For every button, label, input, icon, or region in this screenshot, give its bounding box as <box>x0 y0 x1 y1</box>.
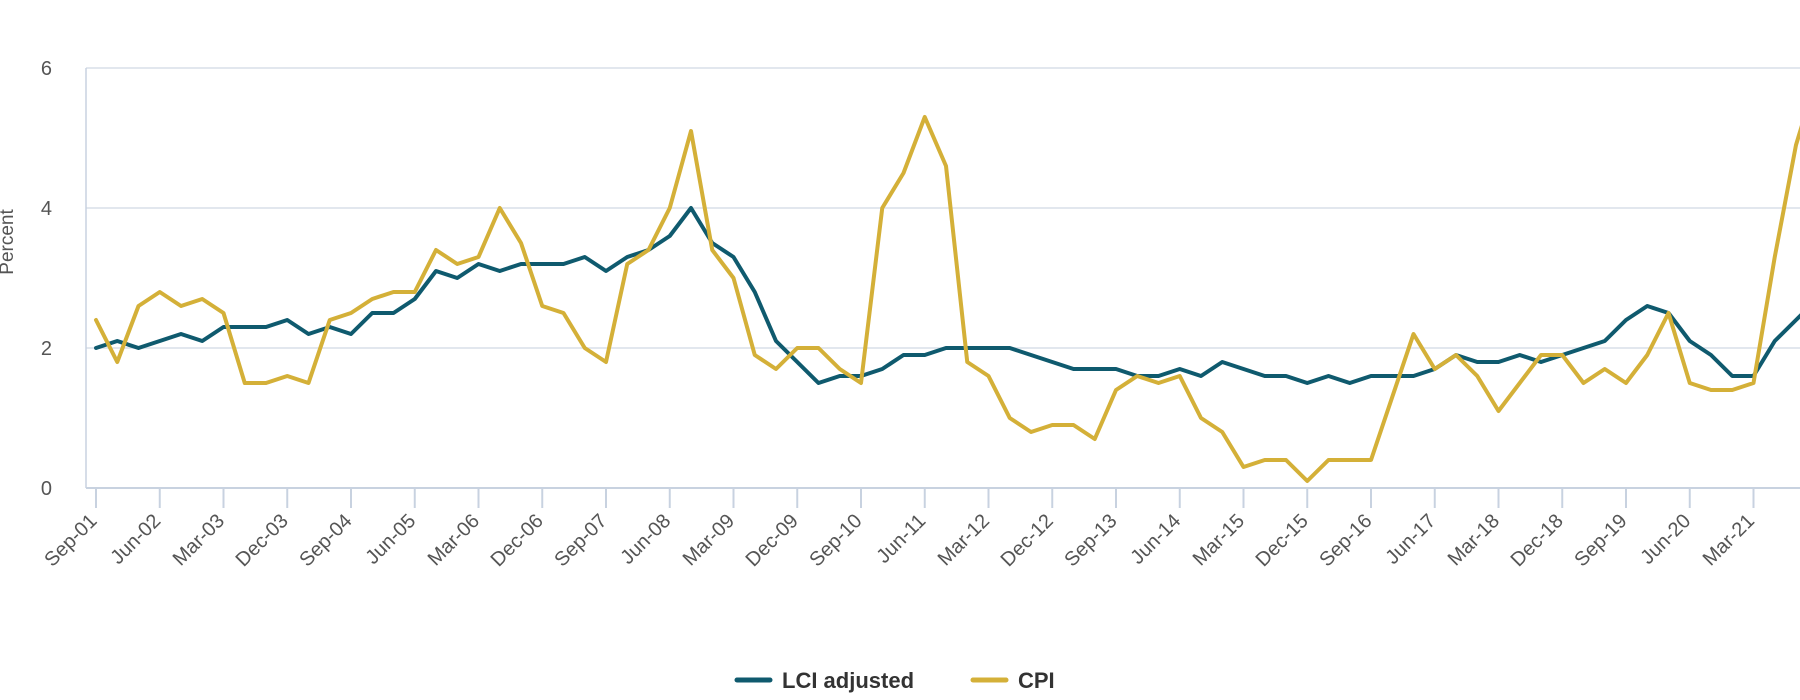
y-axis-label: Percent <box>0 209 18 275</box>
legend-label-cpi: CPI <box>1018 668 1055 693</box>
series-line-lci-adjusted <box>94 206 1800 385</box>
legend: LCI adjusted CPI <box>734 668 1055 693</box>
legend-label-lci-adjusted: LCI adjusted <box>782 668 914 693</box>
y-tick-label: 4 <box>41 198 52 220</box>
series-line-cpi <box>94 115 1800 483</box>
y-tick-label: 0 <box>41 478 52 500</box>
axes <box>85 68 1800 489</box>
y-axis-ticks: 0 2 4 6 <box>41 58 52 500</box>
series-lines <box>94 115 1800 483</box>
y-tick-label: 6 <box>41 58 52 80</box>
y-tick-label: 2 <box>41 338 52 360</box>
